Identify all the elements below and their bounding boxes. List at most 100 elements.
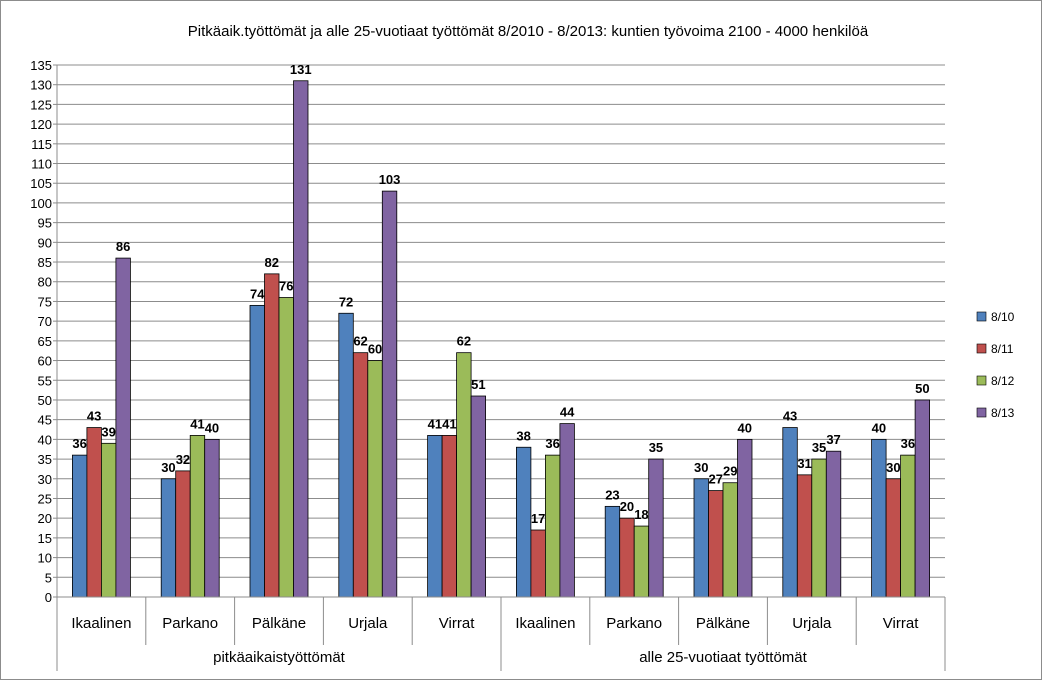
y-tick-label: 45 [38,413,52,428]
data-label: 30 [161,460,175,475]
bar [559,423,575,598]
y-tick-label: 75 [38,294,52,309]
x-tick-label: Ikaalinen [515,615,575,632]
bars [72,80,930,598]
data-label: 39 [101,424,115,439]
x-tick-label: Pälkäne [696,615,750,632]
y-tick-label: 30 [38,472,52,487]
bar [633,525,650,598]
group-label: pitkäaikaistyöttömät [213,649,346,666]
legend-entry: 8/10 [991,310,1015,324]
bar [708,490,724,598]
y-tick-label: 10 [38,551,52,566]
bar [530,529,546,598]
data-label: 38 [516,428,530,443]
y-tick-label: 95 [38,216,52,231]
bar [204,438,220,598]
x-tick-label: Parkano [162,615,218,632]
y-tick-label: 120 [30,117,52,132]
legend-entry: 8/12 [991,374,1015,388]
bar [885,478,901,598]
bar [381,190,398,598]
bar [367,360,383,598]
y-tick-label: 0 [45,590,52,605]
y-tick-label: 70 [38,314,52,329]
data-label: 43 [783,409,797,424]
bar [160,478,177,598]
bar [737,438,753,598]
y-tick-label: 5 [45,570,52,585]
y-tick-label: 80 [38,275,52,290]
bar [648,458,664,598]
bar [825,450,842,598]
y-tick-label: 20 [38,511,52,526]
bar [900,454,916,598]
bar [72,454,88,598]
y-tick-label: 60 [38,354,52,369]
data-label: 82 [265,255,279,270]
data-label: 37 [826,432,840,447]
data-label: 29 [723,464,737,479]
data-label: 41 [428,416,442,431]
data-label: 32 [176,452,190,467]
data-label: 27 [709,472,723,487]
data-label: 36 [545,436,559,451]
y-tick-label: 40 [38,432,52,447]
bar [619,517,635,598]
bar [914,399,930,598]
legend-swatch [976,407,987,418]
legend-entry: 8/13 [991,406,1015,420]
bar [470,395,487,598]
data-label: 30 [886,460,900,475]
y-tick-label: 115 [31,137,52,152]
y-tick-label: 25 [38,491,52,506]
legend-swatch [976,343,987,354]
bar [427,435,443,598]
data-label: 131 [290,62,312,77]
data-label: 44 [560,405,575,420]
bar [293,80,309,598]
data-label: 41 [442,416,456,431]
data-label: 60 [368,342,382,357]
data-label: 17 [531,511,545,526]
y-tick-label: 130 [30,78,52,93]
bar [441,435,458,598]
data-label: 74 [250,286,265,301]
data-label: 36 [72,436,86,451]
data-label: 30 [694,460,708,475]
bar [189,435,206,598]
bar [175,470,191,598]
data-label: 40 [205,420,219,435]
chart-title: Pitkäaik.työttömät ja alle 25-vuotiaat t… [188,23,869,40]
bar [871,438,887,598]
x-tick-label: Parkano [606,615,662,632]
data-label: 62 [457,334,471,349]
axes: 0 5 10 15 20 25 30 35 40 45 50 55 60 65 70 75 80 85 90 95 10… [30,58,946,671]
x-tick-label: Ikaalinen [71,615,131,632]
bar [338,312,354,598]
legend-swatch [976,375,987,386]
bar [115,257,131,598]
bar [249,304,265,598]
x-tick-label: Urjala [792,615,832,632]
data-label: 41 [190,416,204,431]
data-label: 72 [339,294,353,309]
y-tick-label: 65 [38,334,52,349]
bar [811,458,827,598]
legend-entry: 8/11 [991,342,1014,356]
y-tick-label: 35 [38,452,52,467]
data-label: 62 [353,334,367,349]
bar [782,427,798,598]
bar [693,478,709,598]
group-label: alle 25-vuotiaat työttömät [639,649,807,666]
bar [545,454,561,598]
data-label: 86 [116,239,130,254]
data-label: 35 [812,440,826,455]
data-label: 23 [605,487,619,502]
x-tick-label: Virrat [883,615,919,632]
x-tick-label: Virrat [439,615,475,632]
bar [352,352,369,598]
bar [101,442,117,598]
x-tick-label: Urjala [348,615,388,632]
